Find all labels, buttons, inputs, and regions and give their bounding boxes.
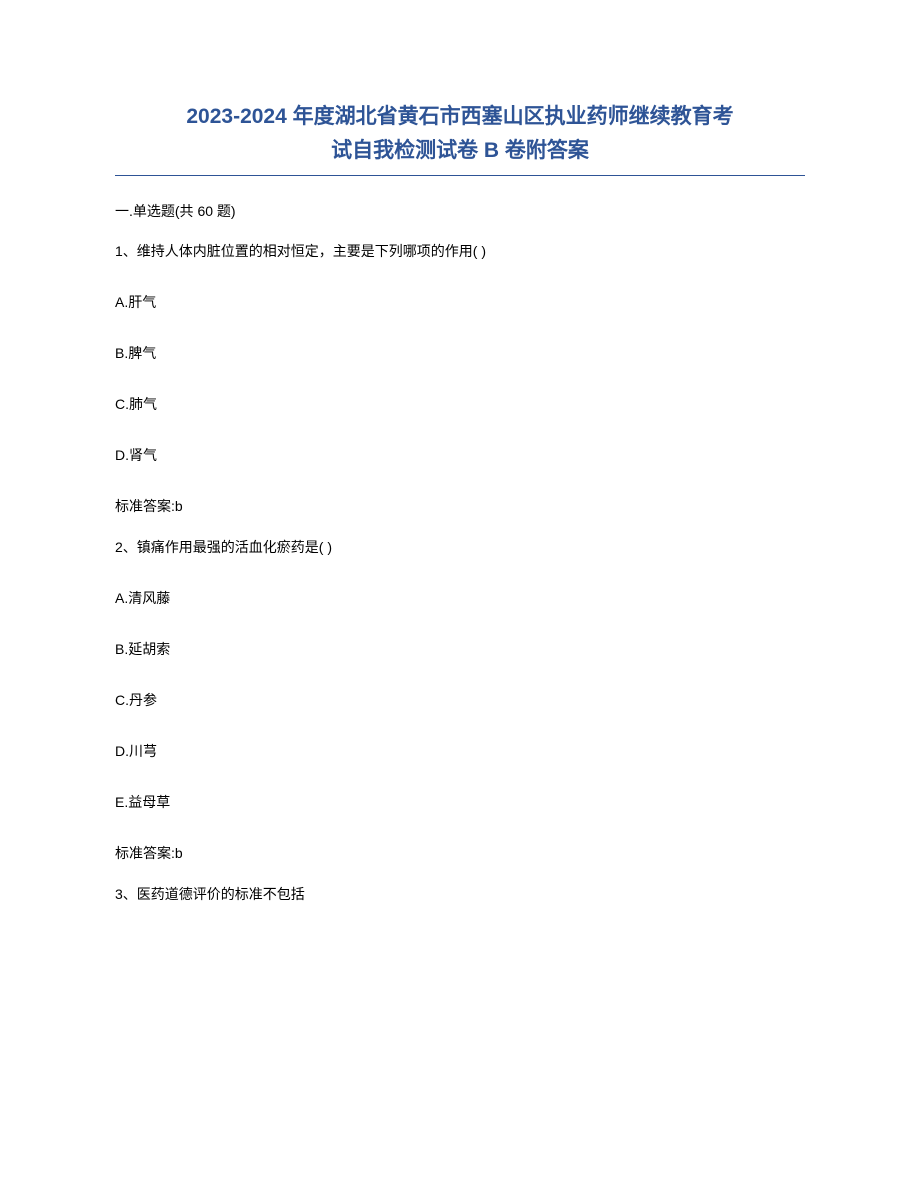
option-d: D.川芎 bbox=[115, 741, 805, 762]
standard-answer: 标准答案:b bbox=[115, 496, 805, 517]
option-c: C.肺气 bbox=[115, 394, 805, 415]
option-a: A.肝气 bbox=[115, 292, 805, 313]
section-header: 一.单选题(共 60 题) bbox=[115, 201, 805, 221]
question-1: 1、维持人体内脏位置的相对恒定，主要是下列哪项的作用( ) A.肝气 B.脾气 … bbox=[115, 241, 805, 517]
question-prompt: 1、维持人体内脏位置的相对恒定，主要是下列哪项的作用( ) bbox=[115, 241, 805, 262]
document-title: 2023-2024 年度湖北省黄石市西塞山区执业药师继续教育考 试自我检测试卷 … bbox=[115, 100, 805, 167]
title-line-2: 试自我检测试卷 B 卷附答案 bbox=[331, 139, 589, 162]
standard-answer: 标准答案:b bbox=[115, 843, 805, 864]
option-c: C.丹参 bbox=[115, 690, 805, 711]
option-b: B.脾气 bbox=[115, 343, 805, 364]
option-b: B.延胡索 bbox=[115, 639, 805, 660]
option-e: E.益母草 bbox=[115, 792, 805, 813]
question-prompt: 3、医药道德评价的标准不包括 bbox=[115, 884, 805, 905]
question-2: 2、镇痛作用最强的活血化瘀药是( ) A.清风藤 B.延胡索 C.丹参 D.川芎… bbox=[115, 537, 805, 864]
option-d: D.肾气 bbox=[115, 445, 805, 466]
title-line-1: 2023-2024 年度湖北省黄石市西塞山区执业药师继续教育考 bbox=[186, 105, 733, 128]
option-a: A.清风藤 bbox=[115, 588, 805, 609]
title-underline bbox=[115, 175, 805, 176]
question-3: 3、医药道德评价的标准不包括 bbox=[115, 884, 805, 905]
question-prompt: 2、镇痛作用最强的活血化瘀药是( ) bbox=[115, 537, 805, 558]
